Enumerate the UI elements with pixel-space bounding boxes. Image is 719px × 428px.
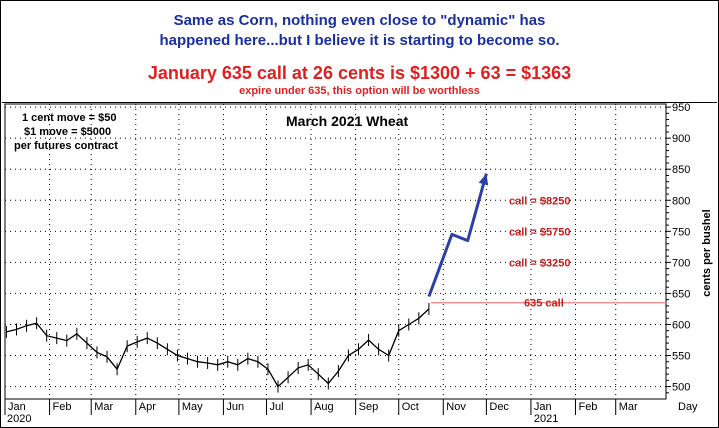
header-panel: Same as Corn, nothing even close to "dyn…	[2, 2, 717, 103]
x-tick-label: Feb	[578, 401, 597, 413]
header-line-4: expire under 635, this option will be wo…	[239, 85, 480, 97]
y-axis: 500 550 600 650 700 750 800 850 900 950	[666, 102, 690, 394]
note-line-1: 1 cent move = $50	[22, 112, 116, 124]
header-line-3: January 635 call at 26 cents is $1300 + …	[147, 63, 572, 83]
x-tick-label: Jun	[226, 401, 244, 413]
note-line-3: per futures contract	[14, 140, 118, 152]
x-tick-label: Apr	[139, 401, 156, 413]
y-tick-label: 850	[672, 164, 690, 176]
y-axis-label: cents per bushel	[701, 209, 713, 296]
y-tick-label: 500	[672, 382, 690, 394]
x-tick-label: Dec	[489, 401, 509, 413]
x-tick-label: Sep	[359, 401, 379, 413]
call-value-label: call = $3250	[509, 257, 570, 269]
x-tick-label: Mar	[94, 401, 113, 413]
x-tick-label: Mar	[619, 401, 638, 413]
annotations: 635 call call = $8250 call = $5750 call = $…	[430, 195, 666, 310]
grid-lines	[5, 104, 666, 399]
y-tick-label: 600	[672, 319, 690, 331]
x-tick-label: Aug	[314, 401, 334, 413]
projection-arrow	[427, 173, 489, 298]
price-line	[6, 308, 430, 388]
header-line-1: Same as Corn, nothing even close to "dyn…	[173, 12, 546, 29]
y-tick-label: 550	[672, 351, 690, 363]
x-tick-label: Feb	[53, 401, 72, 413]
x-tick-label: Jan	[534, 401, 552, 413]
call-value-label: call = $5750	[509, 226, 570, 238]
x-tick-label: Jan	[8, 401, 26, 413]
x-axis: Jan Feb Mar Apr May Jun Jul Aug Sep Oct Nov Dec Jan F…	[4, 399, 638, 425]
chart-title: March 2021 Wheat	[286, 113, 408, 129]
note-line-2: $1 move = $5000	[24, 126, 111, 138]
price-series	[5, 302, 430, 393]
y-tick-label: 950	[672, 102, 690, 114]
x-axis-label: Day	[678, 401, 698, 413]
call-strike-label: 635 call	[524, 298, 564, 310]
x-tick-label: Jul	[270, 401, 284, 413]
projection-line	[427, 173, 488, 298]
x-year-label: 2020	[7, 413, 31, 425]
y-tick-label: 700	[672, 257, 690, 269]
arrow-head	[478, 173, 489, 186]
call-value-label: call = $8250	[509, 195, 570, 207]
x-tick-label: Nov	[446, 401, 466, 413]
y-tick-label: 800	[672, 195, 690, 207]
y-tick-label: 900	[672, 133, 690, 145]
y-tick-label: 750	[672, 226, 690, 238]
y-tick-label: 650	[672, 288, 690, 300]
x-year-label: 2021	[534, 413, 558, 425]
x-tick-label: Oct	[402, 401, 419, 413]
x-tick-label: May	[182, 401, 203, 413]
plot-area	[4, 103, 667, 400]
header-line-2: happened here...but I believe it is star…	[159, 32, 560, 49]
